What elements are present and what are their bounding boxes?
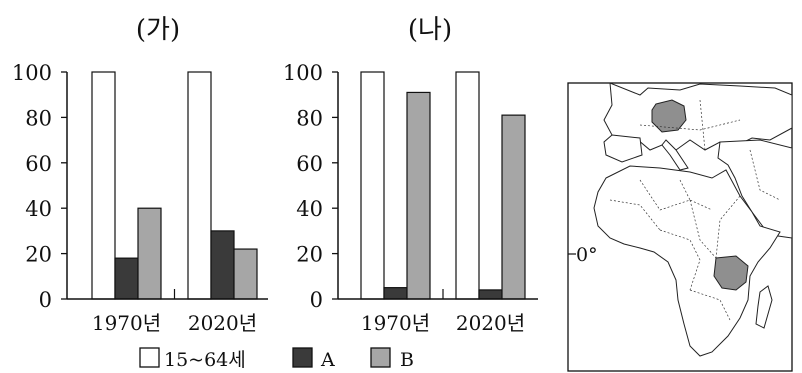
bar-ga-1-s3	[137, 207, 162, 300]
bar-ga-1-s2	[114, 257, 139, 300]
chart-ga-tick-label: 40	[25, 197, 52, 221]
chart-ga-y-ticks: 100 80 60 40 20 0	[12, 61, 67, 312]
bar-na-2-s1	[455, 71, 480, 300]
chart-ga-tick-label: 80	[25, 106, 52, 130]
legend-swatch-b	[370, 347, 391, 368]
chart-na-categories: 1970년 2020년	[361, 311, 525, 335]
country-borders	[609, 99, 781, 321]
chart-na-title: (나)	[408, 15, 452, 45]
chart-na-category-label: 2020년	[456, 311, 525, 335]
chart-na-category-label: 1970년	[361, 311, 430, 335]
chart-ga-categories: 1970년 2020년	[92, 311, 257, 335]
legend-label-b: B	[400, 349, 414, 371]
chart-na-y-ticks: 100 80 60 40 20 0	[283, 61, 338, 312]
bar-na-1-s2	[383, 287, 408, 300]
chart-ga-tick-label: 100	[12, 61, 52, 85]
italy-landmass	[661, 139, 689, 171]
madagascar-landmass	[755, 285, 773, 329]
bar-ga-2-s2	[210, 230, 235, 300]
bar-ga-2-s3	[233, 248, 258, 300]
tanzania-highlight	[713, 255, 749, 291]
chart-na-tick-label: 60	[296, 152, 323, 176]
chart-na: (나) 100 80 60 40 20 0 1970년 2020년	[283, 15, 538, 335]
bar-na-1-s3	[406, 91, 431, 300]
chart-na-tick-label: 100	[283, 61, 323, 85]
africa-europe-map: 0°	[567, 82, 793, 372]
bar-na-2-s3	[501, 114, 526, 300]
legend-swatch-15-64	[139, 347, 160, 368]
equator-label: 0°	[576, 244, 598, 266]
chart-ga-tick-label: 20	[25, 243, 52, 267]
chart-ga-bars	[91, 71, 258, 300]
middle-east-landmass	[717, 139, 792, 239]
legend-label-a: A	[320, 349, 335, 371]
legend: 15~64세 A B	[139, 347, 414, 371]
bar-ga-1-s1	[91, 71, 116, 300]
legend-label-15-64: 15~64세	[164, 349, 246, 371]
chart-na-tick-label: 0	[310, 288, 323, 312]
chart-ga-tick-label: 0	[39, 288, 52, 312]
chart-ga-tick-label: 60	[25, 152, 52, 176]
chart-ga-category-label: 1970년	[92, 311, 161, 335]
africa-landmass	[593, 165, 781, 357]
bar-na-1-s1	[360, 71, 385, 300]
chart-ga: (가) 100 80 60 40 20 0 1970년 2020년	[12, 15, 268, 335]
iberia-landmass	[603, 134, 643, 163]
chart-na-tick-label: 20	[296, 243, 323, 267]
legend-swatch-a	[292, 347, 313, 368]
chart-na-tick-label: 40	[296, 197, 323, 221]
chart-na-bars	[360, 71, 526, 300]
chart-na-tick-label: 80	[296, 106, 323, 130]
bar-na-2-s2	[478, 289, 503, 300]
germany-highlight	[651, 99, 687, 133]
chart-ga-category-label: 2020년	[188, 311, 257, 335]
bar-ga-2-s1	[187, 71, 212, 300]
chart-ga-title: (가)	[136, 15, 180, 45]
